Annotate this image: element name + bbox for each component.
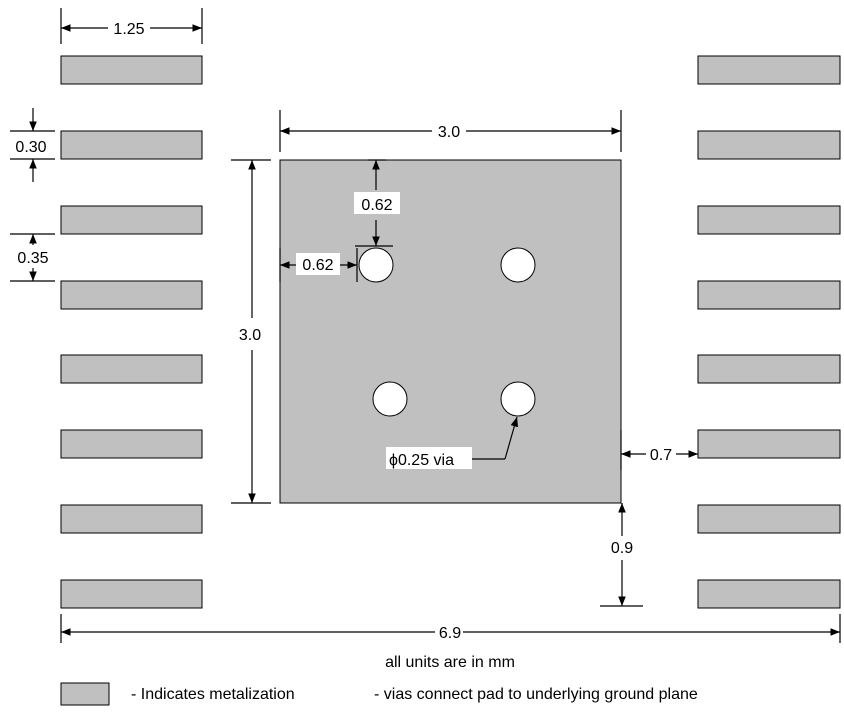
dim-center-height-label: 3.0 [239, 327, 261, 344]
dim-pad-width: 0.30 [8, 108, 55, 182]
left-pad-5 [60, 354, 203, 384]
dim-overall-width-label: 6.9 [439, 625, 461, 642]
dim-center-width: 3.0 [279, 110, 622, 152]
via-callout-label: ϕ0.25 via [389, 452, 454, 469]
via-top-left [358, 247, 394, 283]
via-group [358, 247, 536, 417]
dim-bottom-offset-label: 0.9 [611, 540, 633, 557]
left-pad-2 [60, 130, 203, 160]
dim-via-offset-x: 0.62 [279, 248, 358, 282]
left-pad-6 [60, 429, 203, 459]
legend-metalization-label: - Indicates metalization [131, 686, 295, 703]
left-pad-4 [60, 280, 203, 310]
via-bottom-right [500, 381, 536, 417]
dim-pad-to-center-gap-label: 0.7 [650, 447, 672, 464]
dim-center-width-label: 3.0 [438, 124, 460, 141]
right-pad-4 [697, 280, 841, 310]
via-callout: ϕ0.25 via [386, 416, 519, 469]
dim-pad-length: 1.25 [60, 8, 203, 44]
right-pad-7 [697, 504, 841, 534]
right-pad-6 [697, 429, 841, 459]
legend-metalization-swatch [60, 682, 110, 706]
dim-pad-length-label: 1.25 [113, 21, 144, 38]
right-pad-1 [697, 55, 841, 85]
dim-center-height: 3.0 [231, 159, 271, 504]
left-pad-8 [60, 579, 203, 609]
dim-pad-gap: 0.35 [10, 233, 55, 282]
dim-bottom-offset: 0.9 [600, 503, 643, 607]
left-pad-1 [60, 55, 203, 85]
right-pad-3 [697, 205, 841, 235]
left-pad-7 [60, 504, 203, 534]
right-pad-8 [697, 579, 841, 609]
legend-vias-label: - vias connect pad to underlying ground … [374, 686, 698, 703]
dim-via-offset-x-label: 0.62 [302, 257, 333, 274]
dim-via-offset-y: 0.62 [354, 159, 400, 247]
via-bottom-left [372, 381, 408, 417]
center-thermal-pad [279, 159, 622, 504]
units-note: all units are in mm [385, 654, 515, 671]
dim-pad-gap-label: 0.35 [17, 250, 48, 267]
via-top-right [500, 247, 536, 283]
left-pad-3 [60, 205, 203, 235]
dim-via-offset-y-label: 0.62 [361, 197, 392, 214]
dim-pad-width-label: 0.30 [15, 139, 46, 156]
dim-overall-width: 6.9 [60, 614, 841, 643]
right-pad-5 [697, 354, 841, 384]
right-pad-2 [697, 130, 841, 160]
legend: - Indicates metalization - vias connect … [60, 682, 698, 706]
right-pad-column [697, 55, 841, 609]
dim-pad-to-center-gap: 0.7 [620, 430, 698, 470]
left-pad-column [60, 55, 203, 609]
